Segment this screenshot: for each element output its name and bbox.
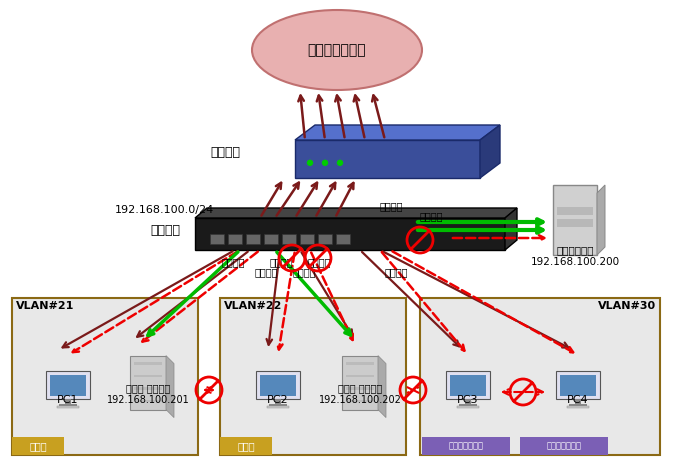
Bar	[228, 234, 242, 244]
Bar	[567, 406, 589, 408]
Bar	[557, 219, 593, 227]
Bar	[256, 371, 300, 399]
Bar	[450, 375, 486, 396]
Bar	[346, 362, 375, 364]
Bar	[134, 374, 163, 377]
Polygon shape	[166, 355, 174, 418]
Bar	[422, 437, 510, 455]
Bar	[465, 398, 470, 405]
Bar	[195, 218, 505, 250]
Bar	[318, 234, 332, 244]
Bar	[275, 398, 281, 405]
Bar	[346, 400, 375, 403]
Bar	[46, 371, 90, 399]
Bar	[220, 298, 406, 455]
Bar	[575, 398, 580, 405]
Bar	[134, 362, 163, 364]
Bar	[342, 355, 378, 410]
Circle shape	[338, 160, 342, 165]
Ellipse shape	[252, 10, 422, 90]
Polygon shape	[505, 208, 517, 250]
Bar	[267, 406, 289, 408]
Bar	[264, 234, 278, 244]
Bar	[269, 404, 287, 406]
Text: 社内サーバー
192.168.100.200: 社内サーバー 192.168.100.200	[531, 245, 620, 267]
Bar	[446, 371, 490, 399]
Polygon shape	[378, 355, 386, 418]
Polygon shape	[295, 125, 500, 140]
Bar	[553, 185, 597, 255]
Text: ゲストルーム２: ゲストルーム２	[547, 441, 581, 450]
Text: ポート５: ポート５	[308, 257, 331, 267]
Bar	[134, 387, 163, 390]
Bar	[557, 207, 593, 215]
Text: 192.168.100.0/24: 192.168.100.0/24	[115, 205, 214, 215]
Bar	[520, 437, 608, 455]
Bar	[556, 371, 600, 399]
Circle shape	[323, 160, 327, 165]
Text: 部門２: 部門２	[237, 441, 255, 451]
Bar	[12, 437, 64, 455]
Text: インターネット: インターネット	[308, 43, 367, 57]
Text: ポート１: ポート１	[222, 257, 246, 267]
Text: ポート４: ポート４	[293, 267, 317, 277]
Polygon shape	[480, 125, 500, 178]
Bar	[50, 375, 86, 396]
Text: PC4: PC4	[567, 395, 589, 405]
Bar	[59, 404, 77, 406]
Text: PC2: PC2	[267, 395, 289, 405]
Bar	[420, 298, 660, 455]
Bar	[457, 406, 479, 408]
Text: 部門１: 部門１	[29, 441, 47, 451]
Bar	[560, 375, 596, 396]
Polygon shape	[597, 185, 605, 255]
Bar	[130, 355, 166, 410]
Text: 部門２ サーバー
192.168.100.202: 部門２ サーバー 192.168.100.202	[319, 383, 402, 405]
Text: ポート７: ポート７	[380, 201, 404, 211]
Bar	[220, 437, 272, 455]
Bar	[346, 374, 375, 377]
Bar	[65, 398, 71, 405]
Bar	[295, 140, 480, 178]
Text: スイッチ: スイッチ	[150, 224, 180, 236]
Bar	[459, 404, 477, 406]
Polygon shape	[195, 208, 517, 218]
Bar	[260, 375, 296, 396]
Bar	[246, 234, 260, 244]
Bar	[336, 234, 350, 244]
Text: ポート３: ポート３	[270, 257, 294, 267]
Text: ポート８: ポート８	[420, 211, 443, 221]
Bar	[346, 387, 375, 390]
Text: 部門１ サーバー
192.168.100.201: 部門１ サーバー 192.168.100.201	[107, 383, 190, 405]
Bar	[134, 400, 163, 403]
Text: PC1: PC1	[57, 395, 79, 405]
Text: VLAN#22: VLAN#22	[224, 301, 282, 311]
Text: ポート６: ポート６	[385, 267, 408, 277]
Bar	[12, 298, 198, 455]
Text: VLAN#30: VLAN#30	[598, 301, 656, 311]
Text: ルーター: ルーター	[210, 145, 240, 159]
Bar	[300, 234, 314, 244]
Bar	[282, 234, 296, 244]
Circle shape	[308, 160, 313, 165]
Text: ゲストルーム１: ゲストルーム１	[448, 441, 483, 450]
Bar	[210, 234, 224, 244]
Bar	[57, 406, 79, 408]
Bar	[569, 404, 587, 406]
Text: ポート２: ポート２	[255, 267, 279, 277]
Text: VLAN#21: VLAN#21	[16, 301, 74, 311]
Text: PC3: PC3	[457, 395, 479, 405]
